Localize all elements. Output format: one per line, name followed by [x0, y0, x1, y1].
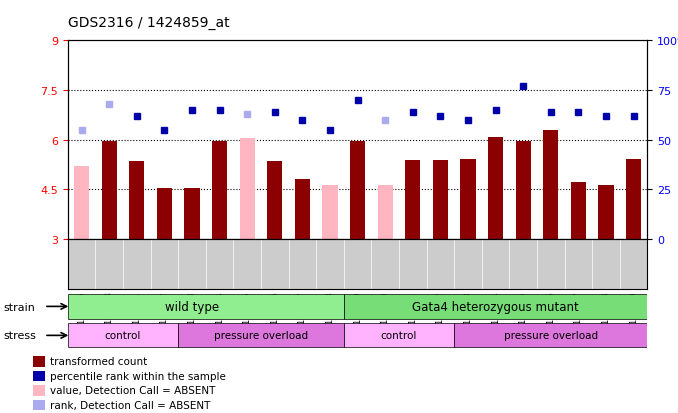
Text: percentile rank within the sample: percentile rank within the sample: [50, 371, 226, 381]
Text: transformed count: transformed count: [50, 356, 147, 366]
Bar: [350, 142, 365, 240]
Bar: [488, 138, 503, 240]
Bar: [33, 400, 45, 410]
Bar: [323, 186, 338, 240]
Text: rank, Detection Call = ABSENT: rank, Detection Call = ABSENT: [50, 400, 210, 410]
Bar: [516, 142, 531, 240]
Bar: [378, 186, 393, 240]
Text: value, Detection Call = ABSENT: value, Detection Call = ABSENT: [50, 385, 216, 395]
Bar: [212, 142, 227, 240]
Bar: [74, 167, 89, 240]
Bar: [129, 162, 144, 240]
Text: pressure overload: pressure overload: [504, 330, 598, 341]
Bar: [405, 160, 420, 240]
Bar: [543, 131, 559, 240]
Bar: [571, 183, 586, 240]
Bar: [344, 323, 454, 348]
Text: wild type: wild type: [165, 300, 219, 313]
Text: GDS2316 / 1424859_at: GDS2316 / 1424859_at: [68, 16, 229, 30]
Bar: [599, 186, 614, 240]
Text: stress: stress: [3, 330, 36, 340]
Bar: [295, 179, 310, 240]
Bar: [178, 323, 344, 348]
Bar: [102, 142, 117, 240]
Text: control: control: [381, 330, 417, 341]
Text: Gata4 heterozygous mutant: Gata4 heterozygous mutant: [412, 300, 579, 313]
Bar: [626, 159, 641, 240]
Text: control: control: [105, 330, 141, 341]
Bar: [460, 159, 476, 240]
Bar: [454, 323, 647, 348]
Bar: [68, 323, 178, 348]
Bar: [184, 188, 199, 240]
Bar: [239, 139, 255, 240]
Bar: [68, 294, 344, 319]
Bar: [33, 385, 45, 396]
Text: pressure overload: pressure overload: [214, 330, 308, 341]
Bar: [33, 371, 45, 381]
Bar: [157, 188, 172, 240]
Bar: [267, 162, 283, 240]
Bar: [433, 160, 448, 240]
Text: strain: strain: [3, 302, 35, 312]
Bar: [344, 294, 647, 319]
Bar: [33, 356, 45, 367]
